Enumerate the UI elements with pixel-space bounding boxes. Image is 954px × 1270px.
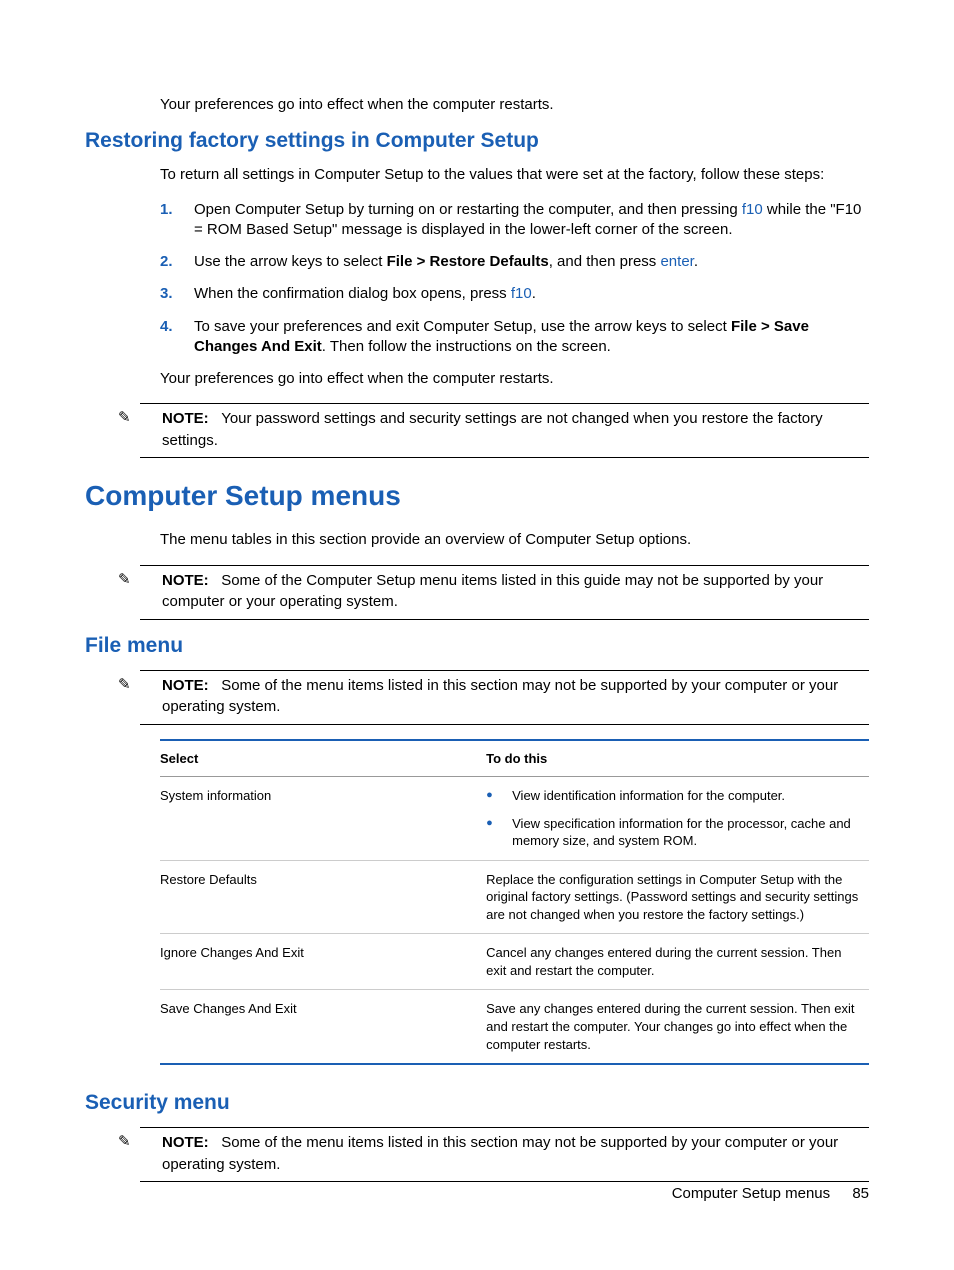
note-menus: ✎ NOTE: Some of the Computer Setup menu … [140, 565, 869, 620]
key-enter: enter [660, 253, 693, 270]
step-4: 4. To save your preferences and exit Com… [160, 317, 869, 358]
step-3: 3. When the confirmation dialog box open… [160, 284, 869, 304]
heading-restoring: Restoring factory settings in Computer S… [85, 129, 869, 153]
step-number: 1. [160, 200, 194, 241]
bullet-list: ● View identification information for th… [486, 787, 863, 850]
note-body: Your password settings and security sett… [162, 410, 823, 449]
footer-title: Computer Setup menus [672, 1185, 830, 1202]
note-label: NOTE: [162, 677, 209, 694]
cell-select: Restore Defaults [160, 860, 486, 934]
restore-effect: Your preferences go into effect when the… [160, 369, 869, 389]
bold-file-restore: File > Restore Defaults [387, 253, 549, 270]
note-security: ✎ NOTE: Some of the menu items listed in… [140, 1127, 869, 1182]
bullet-icon: ● [486, 787, 512, 805]
col-select: Select [160, 741, 486, 777]
step-text: To save your preferences and exit Comput… [194, 317, 869, 358]
note-body: Some of the menu items listed in this se… [162, 1134, 838, 1173]
file-menu-table: Select To do this System information ● V… [160, 739, 869, 1065]
step-1: 1. Open Computer Setup by turning on or … [160, 200, 869, 241]
cell-desc: Cancel any changes entered during the cu… [486, 934, 869, 990]
note-label: NOTE: [162, 572, 209, 589]
key-f10: f10 [742, 201, 763, 218]
note-file: ✎ NOTE: Some of the menu items listed in… [140, 670, 869, 725]
table-row: System information ● View identification… [160, 777, 869, 861]
step-number: 2. [160, 252, 194, 272]
note-label: NOTE: [162, 1134, 209, 1151]
list-item: ● View identification information for th… [486, 787, 863, 805]
step-number: 4. [160, 317, 194, 358]
document-page: Your preferences go into effect when the… [0, 0, 954, 1256]
bullet-icon: ● [486, 815, 512, 850]
page-number: 85 [852, 1185, 869, 1202]
cell-desc: ● View identification information for th… [486, 777, 869, 861]
menus-lead: The menu tables in this section provide … [160, 530, 869, 550]
step-number: 3. [160, 284, 194, 304]
col-todo: To do this [486, 741, 869, 777]
table-row: Ignore Changes And Exit Cancel any chang… [160, 934, 869, 990]
note-restore: ✎ NOTE: Your password settings and secur… [140, 403, 869, 458]
restore-steps-list: 1. Open Computer Setup by turning on or … [160, 200, 869, 358]
cell-select: Ignore Changes And Exit [160, 934, 486, 990]
note-label: NOTE: [162, 410, 209, 427]
step-text: Use the arrow keys to select File > Rest… [194, 252, 869, 272]
step-2: 2. Use the arrow keys to select File > R… [160, 252, 869, 272]
list-item: ● View specification information for the… [486, 815, 863, 850]
heading-security-menu: Security menu [85, 1091, 869, 1115]
note-icon: ✎ [118, 675, 131, 695]
restore-lead: To return all settings in Computer Setup… [160, 165, 869, 185]
heading-menus: Computer Setup menus [85, 480, 869, 512]
table-header-row: Select To do this [160, 741, 869, 777]
step-text: When the confirmation dialog box opens, … [194, 284, 869, 304]
cell-select: Save Changes And Exit [160, 990, 486, 1063]
cell-desc: Save any changes entered during the curr… [486, 990, 869, 1063]
note-icon: ✎ [118, 1132, 131, 1152]
cell-select: System information [160, 777, 486, 861]
intro-paragraph: Your preferences go into effect when the… [160, 95, 869, 115]
note-icon: ✎ [118, 570, 131, 590]
step-text: Open Computer Setup by turning on or res… [194, 200, 869, 241]
cell-desc: Replace the configuration settings in Co… [486, 860, 869, 934]
table-row: Restore Defaults Replace the configurati… [160, 860, 869, 934]
heading-file-menu: File menu [85, 634, 869, 658]
note-icon: ✎ [118, 408, 131, 428]
note-body: Some of the menu items listed in this se… [162, 677, 838, 716]
key-f10: f10 [511, 285, 532, 302]
table-row: Save Changes And Exit Save any changes e… [160, 990, 869, 1063]
page-footer: Computer Setup menus 85 [672, 1185, 869, 1202]
note-body: Some of the Computer Setup menu items li… [162, 572, 823, 611]
